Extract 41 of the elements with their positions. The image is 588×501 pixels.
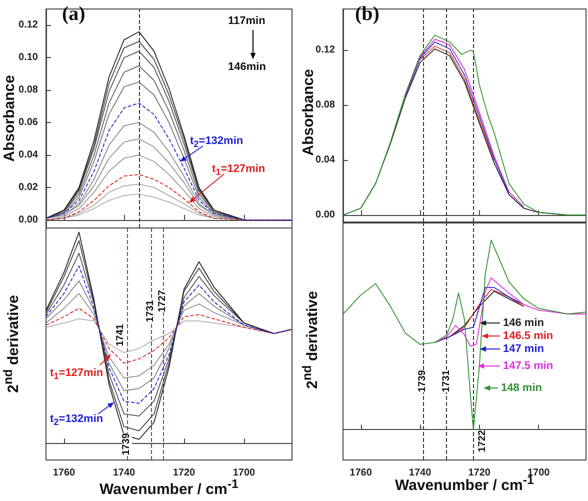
annotation: (b) (355, 3, 380, 25)
annotation: (a) (62, 3, 86, 25)
legend-label: 147 min (503, 343, 544, 355)
x-tick-label: 1760 (350, 468, 372, 478)
y-tick-label: 0.02 (18, 182, 38, 193)
legend-label: 146.5 min (503, 330, 554, 342)
x-tick-label: 1740 (408, 468, 432, 478)
x-axis-title: Wavenumber / cm$^{-1}$ (100, 477, 238, 498)
ref-line-label: 1739 (417, 370, 428, 392)
legend-label: 147.5 min (503, 360, 554, 372)
y-tick-label: 0.04 (18, 150, 38, 160)
annotation: t$_{1}$=127min (50, 367, 104, 382)
ref-line-label: 1727 (157, 290, 168, 312)
ref-line-label: 1731 (440, 370, 452, 392)
y-tick-label: 0.12 (316, 44, 336, 56)
ref-line-label: 1722 (477, 430, 488, 452)
legend-label: 148 min (501, 382, 542, 394)
x-tick-label: 1720 (172, 468, 196, 478)
annotation: t$_{2}$=132min (50, 413, 104, 428)
y-axis-title: Absorbance (1, 74, 18, 162)
x-tick-label: 1740 (112, 468, 136, 478)
annotation: 146min (228, 61, 266, 73)
ref-line-label: 1731 (145, 300, 156, 322)
y-tick-label: 0.08 (316, 100, 336, 111)
y-tick-label: 0.12 (18, 20, 38, 31)
x-tick-label: 1720 (468, 468, 491, 478)
annotation: t$_{2}$=132min (190, 135, 244, 150)
y-tick-label: 0.10 (18, 52, 38, 64)
x-tick-label: 1760 (52, 468, 76, 478)
y-axis-title: Absorbance (300, 68, 317, 156)
y-tick-label: 0.08 (18, 84, 38, 96)
annotation: 117min (228, 15, 266, 27)
y-tick-label: 0.00 (18, 214, 38, 226)
y-tick-label: 0.04 (316, 154, 336, 166)
annotation: 1741 (115, 324, 126, 347)
y-tick-label: 0.06 (18, 117, 38, 128)
y-tick-label: 0.00 (316, 210, 336, 221)
x-tick-label: 1700 (232, 468, 256, 478)
annotation: t$_{1}$=127min (212, 163, 266, 178)
legend-label: 146 min (503, 317, 544, 329)
ref-line-label: 1739 (121, 433, 132, 456)
